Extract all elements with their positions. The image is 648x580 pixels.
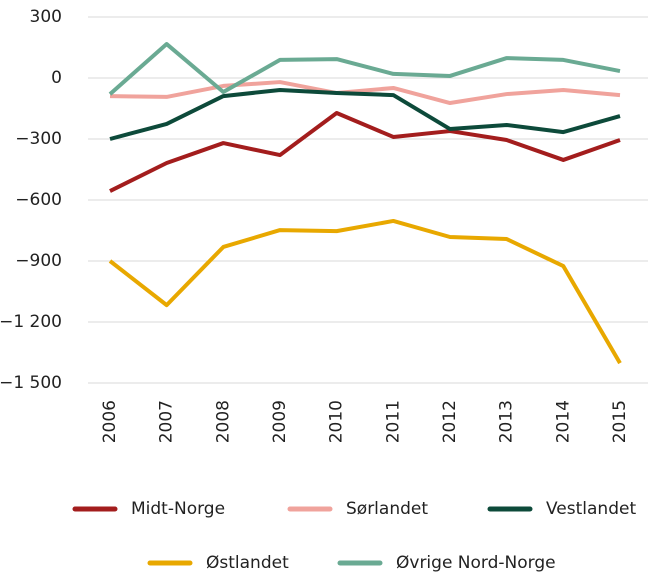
y-tick-label: 300 (30, 7, 62, 27)
x-tick-label: 2009 (270, 400, 290, 443)
x-tick-label: 2007 (157, 400, 177, 443)
legend-label: Midt-Norge (131, 499, 225, 519)
x-tick-label: 2011 (383, 400, 403, 443)
x-tick-label: 2015 (610, 400, 630, 443)
x-tick-label: 2013 (497, 400, 517, 443)
legend-label: Vestlandet (546, 499, 636, 519)
y-tick-label: 0 (51, 68, 62, 88)
x-tick-label: 2006 (100, 400, 120, 443)
y-tick-label: −600 (15, 190, 62, 210)
x-tick-label: 2008 (213, 400, 233, 443)
series-line (108, 42, 621, 96)
y-tick-label: −1 200 (0, 312, 62, 332)
x-tick-label: 2014 (553, 400, 573, 443)
x-tick-label: 2010 (327, 400, 347, 443)
x-tick-label: 2012 (440, 400, 460, 443)
legend-label: Øvrige Nord-Norge (396, 553, 556, 573)
legend-label: Sørlandet (346, 499, 428, 519)
y-tick-label: −1 500 (0, 373, 62, 393)
series-line (109, 87, 621, 141)
series-line (109, 110, 621, 193)
y-tick-label: −300 (15, 129, 62, 149)
series-line (109, 80, 621, 106)
legend-label: Østlandet (206, 553, 289, 573)
series-line (108, 218, 622, 365)
y-tick-label: −900 (15, 251, 62, 271)
